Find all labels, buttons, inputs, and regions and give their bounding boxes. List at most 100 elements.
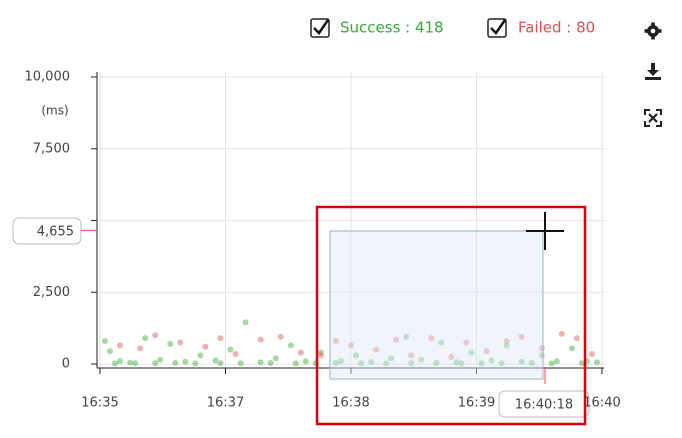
point xyxy=(117,358,124,365)
point xyxy=(197,352,204,359)
point xyxy=(438,339,445,346)
point xyxy=(192,360,199,367)
point xyxy=(478,360,485,367)
point xyxy=(498,360,505,367)
point xyxy=(102,338,109,345)
highlight-box xyxy=(315,205,587,426)
selection-area[interactable] xyxy=(329,230,544,380)
point xyxy=(332,359,339,366)
cursor-time-box xyxy=(498,390,590,418)
point xyxy=(317,352,324,359)
point xyxy=(553,358,560,365)
point xyxy=(212,357,219,364)
point xyxy=(388,355,395,362)
point xyxy=(172,359,179,366)
point xyxy=(428,335,435,342)
y-tick-label: 0 xyxy=(62,357,70,372)
point xyxy=(317,349,324,356)
fullscreen-icon[interactable] xyxy=(644,109,662,127)
point xyxy=(468,349,475,356)
point xyxy=(578,360,585,367)
point xyxy=(237,360,244,367)
point xyxy=(287,342,294,349)
point xyxy=(267,359,274,366)
point xyxy=(152,360,159,367)
y-tick-label: 10,000 xyxy=(25,70,71,85)
point xyxy=(588,350,595,357)
point xyxy=(573,335,580,342)
point xyxy=(458,360,465,367)
y-unit: (ms) xyxy=(41,104,68,118)
point xyxy=(393,336,400,343)
point xyxy=(332,338,339,345)
check xyxy=(313,19,330,35)
point xyxy=(142,335,149,342)
point xyxy=(483,348,490,355)
point xyxy=(107,348,114,355)
cursor-value: 4,655 xyxy=(37,225,74,240)
point xyxy=(383,360,390,367)
point xyxy=(297,349,304,356)
point xyxy=(132,360,139,367)
point xyxy=(167,340,174,347)
point xyxy=(202,343,209,350)
x-tick-label: 16:38 xyxy=(332,396,369,411)
point xyxy=(112,360,119,367)
point xyxy=(152,332,159,339)
cursor-time: 16:40:18 xyxy=(515,398,573,413)
legend: Success : 418 Failed : 80 xyxy=(310,18,595,38)
point xyxy=(137,345,144,352)
point xyxy=(177,339,184,346)
y-tick-label: 7,500 xyxy=(33,141,70,156)
point xyxy=(232,350,239,357)
point xyxy=(242,319,249,326)
point xyxy=(348,342,354,349)
point xyxy=(277,333,284,340)
point xyxy=(157,356,164,363)
point xyxy=(292,360,299,367)
point xyxy=(217,360,224,367)
legend-label[interactable]: Success : 418 xyxy=(340,19,444,37)
point xyxy=(503,342,510,349)
point xyxy=(453,359,460,366)
point xyxy=(182,358,189,365)
point xyxy=(558,330,565,337)
point xyxy=(227,346,234,353)
legend-label[interactable]: Failed : 80 xyxy=(518,19,595,37)
point xyxy=(302,358,309,365)
x-tick-label: 16:40 xyxy=(583,396,620,411)
point xyxy=(353,352,360,359)
check xyxy=(490,19,507,35)
x-tick-label: 16:35 xyxy=(81,396,118,411)
point xyxy=(257,359,264,366)
y-tick-label: 2,500 xyxy=(33,285,70,300)
point xyxy=(403,333,410,340)
point xyxy=(418,356,425,363)
point xyxy=(488,357,495,364)
point xyxy=(548,360,555,367)
point xyxy=(593,359,600,366)
point xyxy=(528,359,535,366)
cursor-value-box xyxy=(12,217,82,245)
point xyxy=(373,346,380,353)
download-icon[interactable] xyxy=(645,63,661,80)
x-tick-label: 16:37 xyxy=(207,396,244,411)
point xyxy=(217,335,224,342)
point xyxy=(272,355,279,362)
point xyxy=(408,352,415,359)
x-tick-label: 16:39 xyxy=(458,396,495,411)
point xyxy=(127,359,134,366)
point xyxy=(408,360,415,367)
point xyxy=(518,358,525,365)
point xyxy=(568,345,575,352)
point xyxy=(433,359,440,366)
point xyxy=(358,360,365,367)
settings-icon[interactable] xyxy=(644,22,662,40)
point xyxy=(503,338,510,345)
point xyxy=(448,353,455,360)
point xyxy=(368,358,375,365)
point xyxy=(257,336,264,343)
point xyxy=(518,333,525,340)
point xyxy=(117,342,124,349)
